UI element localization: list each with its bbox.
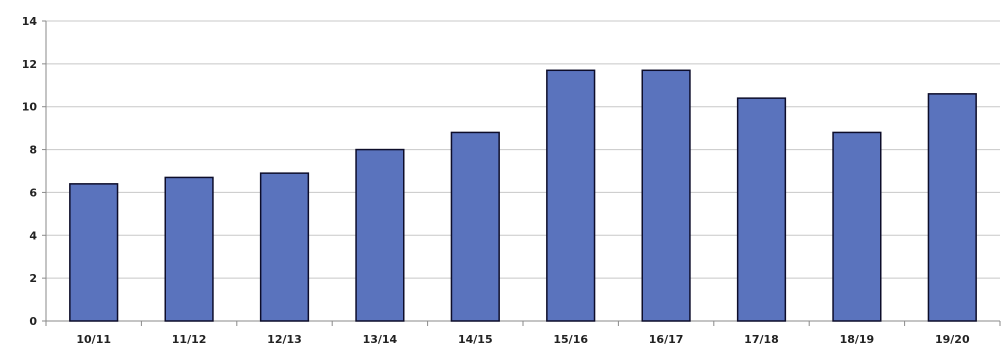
x-tick-label: 11/12 bbox=[172, 333, 207, 346]
y-tick-label: 8 bbox=[29, 144, 37, 157]
y-tick-labels: 0 2 4 6 8 10 12 14 bbox=[22, 15, 38, 328]
bar-13-14 bbox=[355, 148, 405, 322]
bar-18-19 bbox=[832, 131, 882, 322]
bar-19-20 bbox=[927, 93, 977, 322]
x-tick-label: 15/16 bbox=[553, 333, 588, 346]
y-tick-label: 0 bbox=[29, 315, 37, 328]
y-tick-label: 4 bbox=[29, 229, 37, 242]
bars bbox=[69, 69, 977, 322]
y-tick-label: 12 bbox=[22, 58, 37, 71]
bar-16-17 bbox=[641, 69, 691, 322]
bar-12-13 bbox=[259, 172, 310, 322]
y-tick-label: 10 bbox=[22, 101, 38, 114]
x-tick-label: 13/14 bbox=[363, 333, 398, 346]
x-tick-labels: 10/11 11/12 12/13 13/14 14/15 15/16 16/17 17/18… bbox=[76, 333, 970, 346]
x-tick-label: 10/11 bbox=[76, 333, 111, 346]
x-tick-label: 19/20 bbox=[935, 333, 970, 346]
bar-14-15 bbox=[450, 131, 500, 322]
x-tick-label: 14/15 bbox=[458, 333, 493, 346]
x-tick-label: 18/19 bbox=[840, 333, 875, 346]
y-tick-label: 2 bbox=[29, 272, 37, 285]
bar-11-12 bbox=[164, 176, 214, 322]
x-tick-label: 12/13 bbox=[267, 333, 302, 346]
bar-10-11 bbox=[69, 183, 119, 322]
y-tick-label: 14 bbox=[22, 15, 38, 28]
x-tick-label: 16/17 bbox=[649, 333, 684, 346]
x-tick-label: 17/18 bbox=[744, 333, 779, 346]
y-tick-label: 6 bbox=[29, 186, 37, 199]
bar-15-16 bbox=[546, 69, 596, 322]
bar-17-18 bbox=[736, 97, 787, 322]
